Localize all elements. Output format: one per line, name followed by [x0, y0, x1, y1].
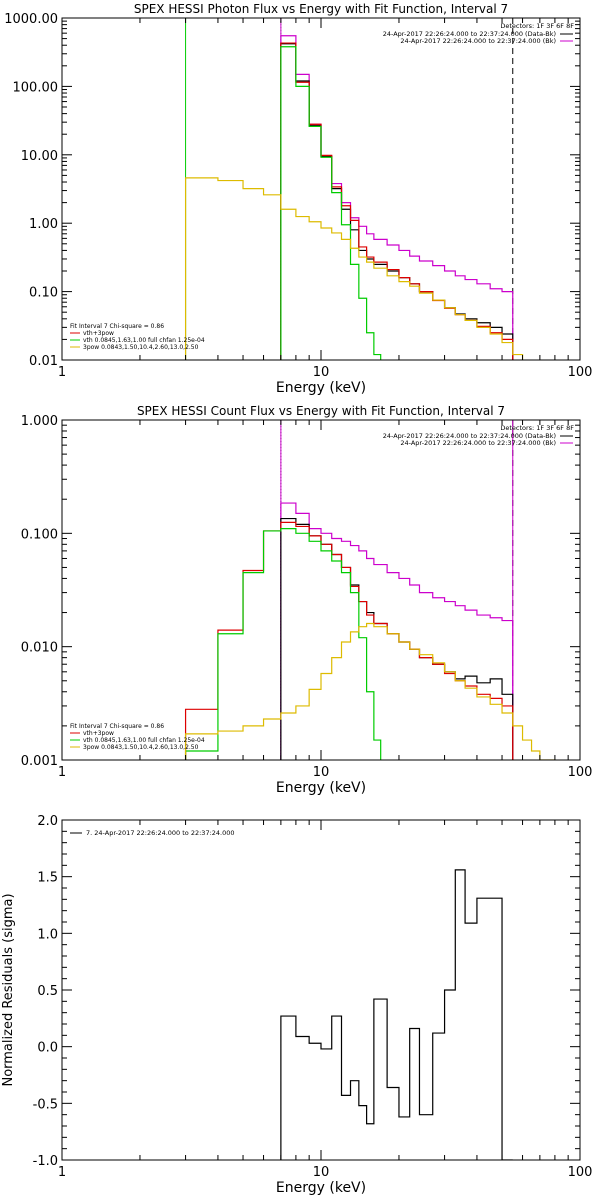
fit-entry: vth+3pow — [83, 730, 114, 737]
plot-area — [184, 420, 556, 760]
x-tick-label: 10 — [313, 365, 330, 380]
data-series-5 — [184, 622, 556, 760]
y-tick-label: 0.001 — [21, 754, 58, 769]
data-series-4 — [184, 528, 382, 760]
chart-panel-3: 1 10 100 Energy (keV) -1.0 -0.5 0.0 0.5 1.0 1.5 2.… — [1, 814, 592, 1196]
y-tick-label: 10.00 — [21, 149, 58, 164]
y-tick-label: 0.0 — [37, 1041, 58, 1056]
x-axis-label: Energy (keV) — [276, 380, 366, 396]
y-tick-label: 1.0 — [37, 927, 58, 942]
y-tick-label: 0.10 — [29, 286, 58, 301]
plot-frame — [61, 419, 581, 761]
detectors-label: Detectors: 1F 3F 6F 8F — [500, 424, 574, 432]
y-tick-label: 2.0 — [37, 814, 58, 829]
data-series-3 — [184, 521, 514, 760]
fit-entry: vth+3pow — [83, 330, 114, 337]
x-tick-label: 10 — [313, 1165, 330, 1180]
y-tick-label: 1.00 — [29, 217, 58, 232]
data-series-2 — [280, 517, 514, 760]
y-tick-label: 1.5 — [37, 871, 58, 886]
plot-area — [184, 18, 524, 360]
chart-title: SPEX HESSI Count Flux vs Energy with Fit… — [137, 404, 505, 418]
data-series-4 — [280, 46, 382, 360]
x-axis-label: Energy (keV) — [276, 1180, 366, 1196]
legend-entry: 24-Apr-2017 22:26:24.000 to 22:37:24.000… — [383, 30, 556, 38]
data-series-1 — [280, 869, 513, 1160]
data-series-2 — [280, 43, 514, 360]
y-tick-label: 0.100 — [21, 527, 58, 542]
data-series-1 — [280, 502, 514, 760]
data-series-5 — [184, 177, 524, 360]
y-tick-label: -0.5 — [33, 1097, 58, 1112]
fit-entry: 3pow 0.0843,1.50,10.4,2.60,13.0,2.50 — [83, 744, 199, 751]
y-tick-label: -1.0 — [33, 1154, 58, 1169]
data-series-1 — [280, 35, 514, 360]
x-tick-label: 100 — [568, 1165, 593, 1180]
chart-title: SPEX HESSI Photon Flux vs Energy with Fi… — [134, 2, 508, 16]
y-tick-label: 0.01 — [29, 354, 58, 369]
plot-frame — [61, 17, 581, 361]
chart-panel-1: SPEX HESSI Photon Flux vs Energy with Fi… — [4, 2, 592, 396]
x-tick-label: 100 — [568, 365, 593, 380]
fit-header: Fit Interval 7 Chi-square = 0.86 — [70, 723, 164, 730]
fit-header: Fit Interval 7 Chi-square = 0.86 — [70, 323, 164, 330]
x-tick-label: 1 — [58, 765, 66, 780]
plot-area — [280, 869, 513, 1160]
x-tick-label: 10 — [313, 765, 330, 780]
legend-entry: 7. 24-Apr-2017 22:26:24.000 to 22:37:24.… — [86, 829, 235, 837]
y-tick-label: 100.00 — [13, 80, 59, 95]
y-tick-label: 0.5 — [37, 984, 58, 999]
y-tick-label: 1000.00 — [4, 12, 58, 27]
fit-entry: 3pow 0.0843,1.50,10.4,2.60,13.0,2.50 — [83, 344, 199, 351]
chart-panel-2: SPEX HESSI Count Flux vs Energy with Fit… — [21, 404, 593, 796]
y-axis-label: Normalized Residuals (sigma) — [1, 893, 16, 1086]
legend-entry: 24-Apr-2017 22:26:24.000 to 22:37:24.000… — [400, 37, 556, 45]
fit-entry: vth 0.0845,1.63,1.00 full chfan 1.25e-04 — [83, 337, 205, 344]
x-tick-label: 1 — [58, 1165, 66, 1180]
y-tick-label: 1.000 — [21, 414, 58, 429]
x-axis-label: Energy (keV) — [276, 780, 366, 796]
x-tick-label: 1 — [58, 365, 66, 380]
plot-frame — [61, 819, 581, 1161]
legend-entry: 24-Apr-2017 22:26:24.000 to 22:37:24.000… — [383, 432, 556, 440]
legend-entry: 24-Apr-2017 22:26:24.000 to 22:37:24.000… — [400, 439, 556, 447]
y-tick-label: 0.010 — [21, 641, 58, 656]
detectors-label: Detectors: 1F 3F 6F 8F — [500, 22, 574, 30]
data-series-3 — [280, 42, 514, 360]
fit-entry: vth 0.0845,1.63,1.00 full chfan 1.25e-04 — [83, 737, 205, 744]
x-tick-label: 100 — [568, 765, 593, 780]
